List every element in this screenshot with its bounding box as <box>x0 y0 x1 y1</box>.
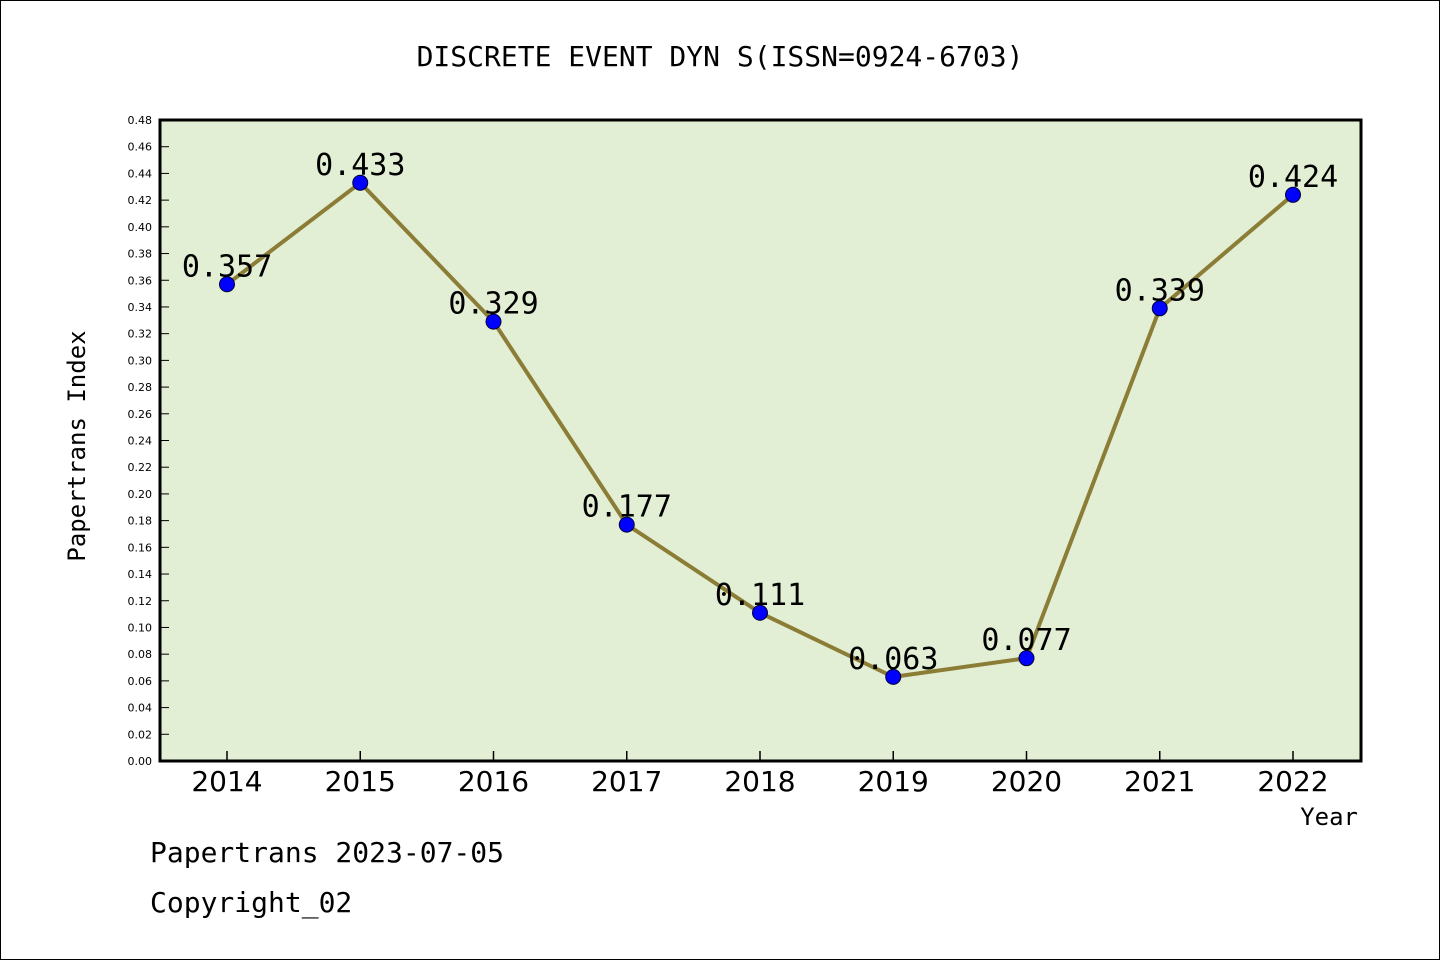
y-tick-label: 0.14 <box>128 568 153 581</box>
data-label: 0.077 <box>981 623 1071 658</box>
footer-date-line: Papertrans 2023-07-05 <box>150 836 505 869</box>
x-axis-label: Year <box>1300 803 1358 831</box>
y-tick-label: 0.06 <box>128 675 153 688</box>
y-tick-label: 0.40 <box>128 221 153 234</box>
data-point <box>1018 650 1035 667</box>
data-point <box>352 174 369 191</box>
x-tick-label: 2022 <box>1257 765 1328 798</box>
data-point <box>618 516 635 533</box>
y-tick-label: 0.28 <box>128 381 153 394</box>
data-point <box>885 668 902 685</box>
data-label: 0.357 <box>182 249 272 284</box>
y-tick-label: 0.04 <box>128 702 153 715</box>
y-tick-label: 0.48 <box>128 114 153 127</box>
y-tick-label: 0.24 <box>128 435 153 448</box>
data-point <box>752 604 768 621</box>
y-tick-label: 0.10 <box>128 621 153 634</box>
x-tick-label: 2020 <box>991 765 1062 798</box>
data-point <box>1151 300 1168 317</box>
footer-copyright-line: Copyright_02 <box>150 886 353 919</box>
series-layer <box>219 174 1301 685</box>
y-tick-label: 0.34 <box>128 301 153 314</box>
y-tick-label: 0.18 <box>128 515 153 528</box>
data-label: 0.424 <box>1248 160 1338 195</box>
x-tick-label: 2018 <box>724 765 795 798</box>
x-tick-label: 2019 <box>858 765 929 798</box>
data-point <box>1285 186 1301 203</box>
y-tick-label: 0.36 <box>128 274 153 287</box>
y-tick-label: 0.08 <box>128 648 153 661</box>
y-axis-ticks: 0.00 0.02 0.04 0.06 0.08 0.10 0.12 0.14 0.16 0.18… <box>128 114 169 768</box>
plot-area <box>158 118 1363 763</box>
y-tick-label: 0.32 <box>128 328 153 341</box>
data-label: 0.329 <box>448 287 538 322</box>
x-tick-label: 2015 <box>325 765 396 798</box>
data-label-layer: 0.357 0.433 0.329 0.177 0.111 0.063 0.077 0.339… <box>182 148 1338 677</box>
y-tick-label: 0.12 <box>128 595 153 608</box>
data-label: 0.433 <box>315 148 405 183</box>
x-tick-label: 2021 <box>1124 765 1195 798</box>
y-tick-label: 0.38 <box>128 248 153 261</box>
data-label: 0.111 <box>715 578 805 613</box>
y-tick-label: 0.26 <box>128 408 153 421</box>
x-tick-label: 2014 <box>191 765 262 798</box>
x-axis-ticks: 2014 2015 2016 2017 2018 2019 2020 2021 2022 <box>191 751 1329 798</box>
x-tick-label: 2016 <box>458 765 529 798</box>
data-label: 0.339 <box>1115 273 1205 308</box>
y-tick-label: 0.22 <box>128 461 153 474</box>
y-tick-label: 0.16 <box>128 541 153 554</box>
data-point <box>485 313 502 330</box>
data-label: 0.177 <box>582 490 672 525</box>
y-tick-label: 0.42 <box>128 194 153 207</box>
chart-title: DISCRETE EVENT DYN S(ISSN=0924-6703) <box>417 40 1024 73</box>
y-tick-label: 0.44 <box>128 167 153 180</box>
y-tick-label: 0.20 <box>128 488 153 501</box>
y-axis-label: Papertrans Index <box>63 330 91 561</box>
y-tick-label: 0.02 <box>128 728 153 741</box>
y-tick-label: 0.00 <box>128 755 153 768</box>
data-point <box>219 276 235 293</box>
x-tick-label: 2017 <box>591 765 662 798</box>
y-tick-label: 0.46 <box>128 141 153 154</box>
y-tick-label: 0.30 <box>128 354 153 367</box>
data-label: 0.063 <box>848 642 938 677</box>
